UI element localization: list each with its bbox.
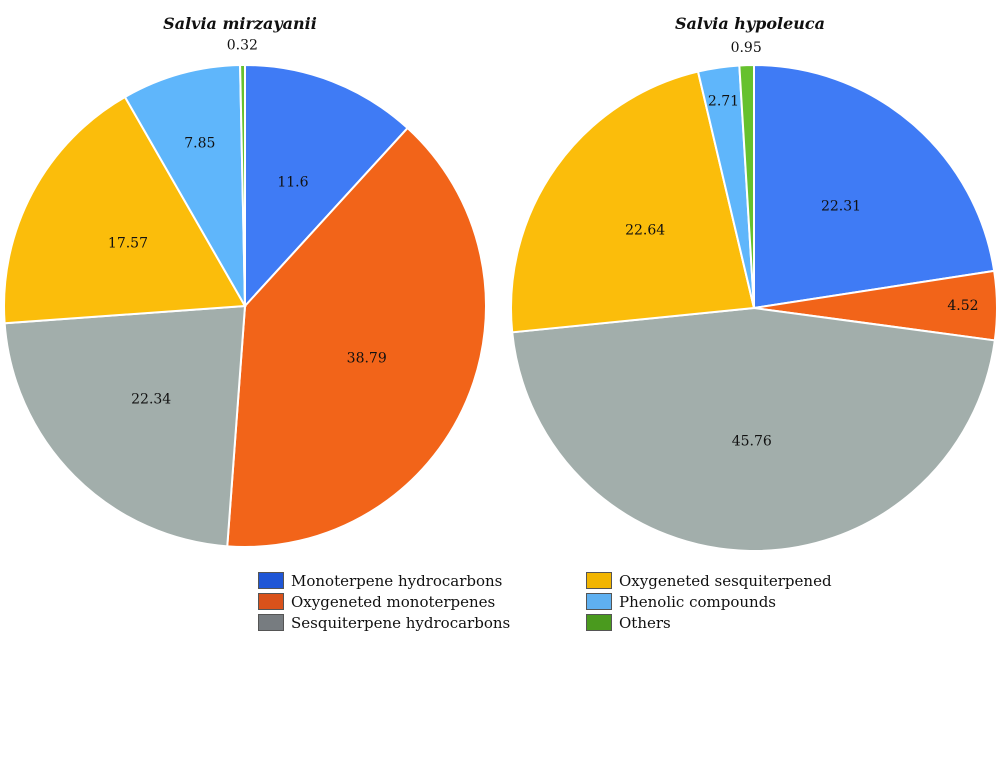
pie-slice-phenolic-compounds	[123, 64, 246, 307]
pie-slice-monoterpene-hydrocarbons	[244, 63, 409, 309]
legend-item-sesquiterpene-hydrocarbons: Sesquiterpene hydrocarbons	[258, 612, 510, 633]
legend-right-column: Oxygeneted sesquiterpened Phenolic compo…	[586, 570, 832, 633]
legend-item-phenolic-compounds: Phenolic compounds	[586, 591, 832, 612]
pie-data-label: 4.52	[947, 298, 978, 314]
pie-slice-others	[239, 63, 246, 307]
legend-item-oxygeneted-sesquiterpened: Oxygeneted sesquiterpened	[586, 570, 832, 591]
legend-swatch	[258, 593, 284, 610]
pie-data-label: 22.34	[131, 392, 171, 408]
pie-slice-monoterpene-hydrocarbons	[753, 63, 996, 310]
legend-swatch	[258, 572, 284, 589]
legend-label: Oxygeneted sesquiterpened	[619, 571, 832, 590]
legend-swatch	[586, 593, 612, 610]
legend-swatch	[258, 614, 284, 631]
legend-label: Others	[619, 613, 671, 632]
legend-label: Sesquiterpene hydrocarbons	[291, 613, 511, 632]
legend-item-monoterpene-hydrocarbons: Monoterpene hydrocarbons	[258, 570, 510, 591]
pie-data-label: 17.57	[108, 236, 148, 252]
pie-data-label: 0.32	[227, 38, 258, 54]
pie-slice-oxygeneted-sesquiterpened	[3, 95, 247, 325]
pie-slice-sesquiterpene-hydrocarbons	[3, 304, 247, 548]
pie-slice-oxygeneted-sesquiterpened	[510, 70, 756, 334]
pie-1: 22.31 4.52 45.76 22.64 2.71 0.95	[510, 40, 998, 552]
pie-data-label: 0.95	[731, 40, 762, 56]
pie-slice-oxygeneted-monoterpenes	[226, 126, 487, 548]
pie-data-label: 38.79	[347, 350, 387, 366]
pie-slice-others	[738, 63, 755, 309]
legend-left-column: Monoterpene hydrocarbons Oxygeneted mono…	[258, 570, 510, 633]
legend-swatch	[586, 572, 612, 589]
pie-data-label: 22.31	[821, 199, 861, 215]
legend-swatch	[586, 614, 612, 631]
pie-title-salvia-mirzayanii: Salvia mirzayanii	[163, 14, 317, 33]
legend-item-oxygeneted-monoterpenes: Oxygeneted monoterpenes	[258, 591, 510, 612]
legend-label: Monoterpene hydrocarbons	[291, 571, 503, 590]
legend-item-others: Others	[586, 612, 832, 633]
pie-0: 11.6 38.79 22.34 17.57 7.85 0.32	[3, 38, 487, 548]
pie-data-label: 11.6	[277, 174, 308, 190]
pie-data-label: 2.71	[708, 93, 739, 109]
legend-label: Oxygeneted monoterpenes	[291, 592, 496, 611]
pie-data-label: 7.85	[184, 135, 215, 151]
pie-slice-sesquiterpene-hydrocarbons	[511, 306, 996, 552]
pie-data-label: 45.76	[732, 434, 772, 450]
pie-data-label: 22.64	[625, 222, 665, 238]
pie-title-salvia-hypoleuca: Salvia hypoleuca	[674, 14, 826, 33]
legend-label: Phenolic compounds	[619, 592, 776, 611]
